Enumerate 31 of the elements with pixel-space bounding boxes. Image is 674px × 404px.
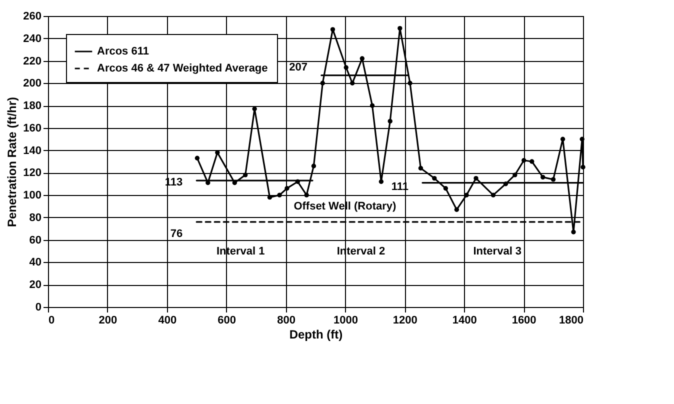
y-tick-label: 120 <box>23 167 42 180</box>
y-tick-label: 40 <box>29 256 42 269</box>
y-tick-label: 160 <box>23 122 42 134</box>
annotation: Interval 3 <box>473 246 522 258</box>
x-tick-label: 600 <box>218 314 236 326</box>
x-tick-label: 1600 <box>512 314 536 326</box>
y-tick-label: 140 <box>23 144 42 157</box>
legend-label: Arcos 611 <box>97 46 149 58</box>
x-tick-label: 1200 <box>392 314 418 326</box>
y-axis-title: Penetration Rate (ft/hr) <box>5 96 20 228</box>
y-tick-label: 80 <box>29 212 42 224</box>
y-tick-label: 180 <box>23 100 42 112</box>
x-tick-label: 800 <box>277 314 296 326</box>
y-tick-label: 240 <box>23 32 42 45</box>
x-tick-label: 1800 <box>559 314 584 326</box>
y-tick-label: 220 <box>23 55 42 68</box>
y-tick-label: 260 <box>23 10 42 22</box>
y-tick-label: 20 <box>29 279 42 292</box>
y-tick-label: 100 <box>23 190 42 202</box>
y-tick-label: 0 <box>35 302 42 314</box>
annotation: 207 <box>289 61 308 74</box>
x-tick-label: 1400 <box>452 314 477 326</box>
y-tick-label: 200 <box>23 78 42 90</box>
legend-label: Arcos 46 & 47 Weighted Average <box>97 62 268 74</box>
y-tick-label: 60 <box>29 234 42 246</box>
annotation: 76 <box>170 228 183 240</box>
x-tick-label: 400 <box>158 314 177 326</box>
x-tick-label: 200 <box>98 314 118 326</box>
x-tick-label: 0 <box>48 314 55 326</box>
x-tick-label: 1000 <box>333 314 358 326</box>
x-axis-title: Depth (ft) <box>289 328 343 342</box>
